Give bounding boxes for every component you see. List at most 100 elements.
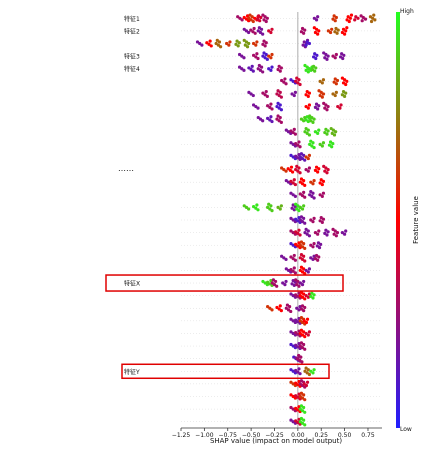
- data-point: [316, 241, 321, 245]
- data-point: [253, 16, 257, 20]
- data-point: [373, 18, 377, 22]
- x-tick-label: −0.75: [219, 432, 238, 439]
- data-point: [285, 303, 290, 307]
- data-point: [258, 68, 263, 72]
- data-point: [300, 257, 305, 262]
- data-point: [300, 156, 305, 161]
- data-point: [340, 52, 344, 56]
- data-point: [293, 371, 297, 375]
- data-point: [296, 345, 300, 349]
- data-point: [251, 53, 256, 57]
- data-point: [251, 19, 255, 24]
- data-point: [341, 27, 346, 31]
- data-point: [291, 394, 295, 399]
- feature-label: 特征1: [124, 15, 140, 23]
- x-tick-label: −1.00: [195, 432, 214, 439]
- data-point: [299, 316, 304, 320]
- data-point: [291, 142, 295, 146]
- data-point: [296, 279, 300, 284]
- data-point: [312, 254, 316, 258]
- data-point: [323, 169, 327, 173]
- data-point: [347, 19, 351, 24]
- data-point: [321, 141, 326, 145]
- data-point: [240, 54, 244, 58]
- data-point: [263, 93, 267, 97]
- data-point: [309, 369, 313, 373]
- data-point: [289, 342, 293, 347]
- data-point: [299, 404, 304, 408]
- data-point: [256, 208, 260, 212]
- data-point: [302, 242, 306, 246]
- data-point: [319, 216, 323, 220]
- data-point: [270, 27, 274, 31]
- data-point: [277, 106, 281, 110]
- data-point: [218, 45, 223, 49]
- data-point: [243, 43, 247, 47]
- data-point: [298, 384, 302, 388]
- data-point: [291, 331, 295, 336]
- data-point: [369, 19, 374, 24]
- data-point: [320, 182, 324, 187]
- data-point: [268, 207, 272, 211]
- data-point: [297, 316, 301, 321]
- data-point: [313, 30, 318, 35]
- data-point: [278, 304, 282, 308]
- data-point: [302, 405, 306, 410]
- data-point: [289, 129, 293, 133]
- data-point: [317, 128, 321, 132]
- data-point: [235, 39, 239, 43]
- data-point: [244, 205, 249, 209]
- data-point: [299, 240, 304, 244]
- data-point: [291, 79, 295, 83]
- data-point: [261, 32, 265, 36]
- data-point: [306, 333, 310, 337]
- data-point: [307, 372, 312, 377]
- data-point: [294, 141, 298, 146]
- data-point: [343, 78, 347, 82]
- data-point: [319, 90, 323, 94]
- data-point: [333, 130, 338, 134]
- data-point: [292, 127, 296, 131]
- data-point: [319, 242, 323, 247]
- data-point: [293, 144, 297, 148]
- data-point: [312, 242, 316, 246]
- data-point: [296, 420, 300, 425]
- data-point: [303, 423, 307, 427]
- data-point: [307, 292, 312, 296]
- data-point: [305, 380, 310, 384]
- data-point: [291, 407, 295, 411]
- data-point: [294, 394, 298, 398]
- data-point: [331, 128, 335, 132]
- data-point: [297, 78, 301, 82]
- data-point: [281, 281, 285, 285]
- data-point: [251, 103, 256, 107]
- data-point: [304, 167, 308, 172]
- data-point: [264, 41, 268, 45]
- data-point: [284, 169, 288, 173]
- data-point: [363, 17, 368, 21]
- data-point: [242, 68, 246, 72]
- data-point: [257, 63, 261, 68]
- data-point: [271, 278, 275, 282]
- data-point: [341, 56, 345, 61]
- data-point: [296, 143, 300, 147]
- data-point: [293, 409, 297, 413]
- data-point: [270, 281, 274, 285]
- data-point: [291, 130, 295, 135]
- data-point: [340, 231, 345, 235]
- data-point: [259, 27, 264, 31]
- data-point: [298, 394, 302, 399]
- data-point: [326, 54, 330, 58]
- data-point: [198, 41, 202, 46]
- data-point: [297, 392, 301, 396]
- data-point: [299, 355, 303, 359]
- colorbar: High Low Feature value: [396, 8, 420, 433]
- data-point: [294, 343, 298, 347]
- data-point: [300, 295, 305, 299]
- data-point: [296, 231, 300, 236]
- data-point: [297, 241, 301, 245]
- data-point: [209, 44, 213, 48]
- data-point: [306, 119, 310, 124]
- data-point: [300, 270, 305, 274]
- data-point: [306, 295, 310, 299]
